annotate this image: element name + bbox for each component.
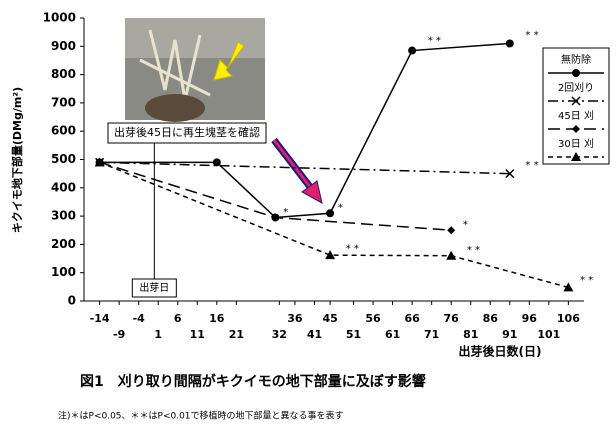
- chart-title: 図1 刈り取り間隔がキクイモの地下部量に及ぼす影響: [80, 373, 426, 390]
- x-tick-label: 61: [385, 328, 400, 341]
- legend-label: 無防除: [561, 53, 591, 66]
- point: [408, 46, 417, 55]
- series-line: [99, 161, 510, 175]
- x-tick-label: 45: [322, 312, 337, 325]
- x-tick-label: 16: [209, 312, 225, 325]
- x-tick-label: 51: [346, 328, 361, 341]
- y-tick-label: 200: [51, 237, 76, 251]
- x-tick-label: 96: [522, 312, 538, 325]
- x-tick-label: 106: [557, 312, 580, 325]
- point: [94, 157, 105, 167]
- significance-label: * *: [467, 245, 480, 256]
- y-tick-label: 1000: [43, 11, 76, 25]
- x-tick-label: 71: [424, 328, 439, 341]
- significance-label: * *: [525, 160, 538, 171]
- y-tick-label: 0: [68, 294, 76, 308]
- x-tick-label: 41: [307, 328, 322, 341]
- x-tick-label: 76: [444, 312, 460, 325]
- x-axis-label: 出芽後日数(日): [459, 344, 542, 359]
- point: [446, 250, 457, 260]
- x-tick-label: 11: [190, 328, 205, 341]
- series-line: [99, 161, 569, 289]
- y-tick-label: 500: [51, 152, 76, 166]
- callout: 出芽後45日に再生塊茎を確認: [114, 125, 260, 139]
- x-tick-label: 56: [365, 312, 381, 325]
- significance-label: *: [463, 220, 468, 231]
- footnote: 注)＊はP<0.05、＊＊はP<0.01で移植時の地下部量と異なる事を表す: [58, 410, 344, 422]
- legend: [542, 47, 610, 165]
- y-tick-label: 600: [51, 124, 76, 138]
- x-tick-label: 86: [483, 312, 499, 325]
- legend-label: 2回刈り: [558, 81, 594, 94]
- significance-label: * *: [346, 244, 359, 255]
- point: [563, 282, 574, 292]
- x-tick-label: 91: [502, 328, 517, 341]
- point: [325, 250, 336, 260]
- x-tick-label: 66: [404, 312, 420, 325]
- point: [212, 158, 221, 167]
- series-line: [99, 42, 510, 219]
- y-tick-label: 400: [51, 180, 76, 194]
- y-tick-label: 800: [51, 67, 76, 81]
- significance-label: *: [338, 203, 343, 214]
- x-tick-label: -14: [90, 312, 110, 325]
- significance-label: * *: [580, 275, 593, 286]
- legend-label: 45日 刈: [558, 109, 594, 122]
- point: [271, 213, 280, 222]
- emergence-box: [131, 278, 177, 298]
- x-tick-label: -4: [133, 312, 146, 325]
- arrow-head: [301, 180, 323, 204]
- significance-label: *: [283, 207, 288, 218]
- y-axis-label: キクイモ地下部量(DMg/m²): [10, 87, 24, 233]
- legend-marker: [571, 96, 581, 106]
- point: [505, 169, 515, 179]
- legend-label: 30日 刈: [558, 137, 594, 150]
- x-tick-label: 101: [537, 328, 560, 341]
- legend-marker: [571, 152, 581, 161]
- x-tick-label: 21: [229, 328, 244, 341]
- x-tick-label: 36: [287, 312, 303, 325]
- x-tick-label: 32: [272, 328, 287, 341]
- y-tick-label: 100: [51, 265, 76, 279]
- arrow: [272, 139, 316, 193]
- legend-marker: [572, 125, 580, 133]
- point: [505, 39, 514, 48]
- y-tick-label: 700: [51, 95, 76, 109]
- significance-label: * *: [525, 30, 538, 41]
- x-tick-label: 81: [463, 328, 478, 341]
- point: [326, 209, 335, 218]
- y-tick-label: 900: [51, 39, 76, 53]
- point: [447, 226, 456, 235]
- x-tick-label: 1: [154, 328, 162, 341]
- significance-label: * *: [428, 36, 441, 47]
- y-tick-label: 300: [51, 209, 76, 223]
- callout-box: [107, 122, 267, 144]
- legend-marker: [572, 69, 580, 77]
- photo: [125, 18, 265, 122]
- x-tick-label: 6: [174, 312, 182, 325]
- x-tick-label: -9: [113, 328, 125, 341]
- emergence-label: 出芽日: [139, 281, 169, 294]
